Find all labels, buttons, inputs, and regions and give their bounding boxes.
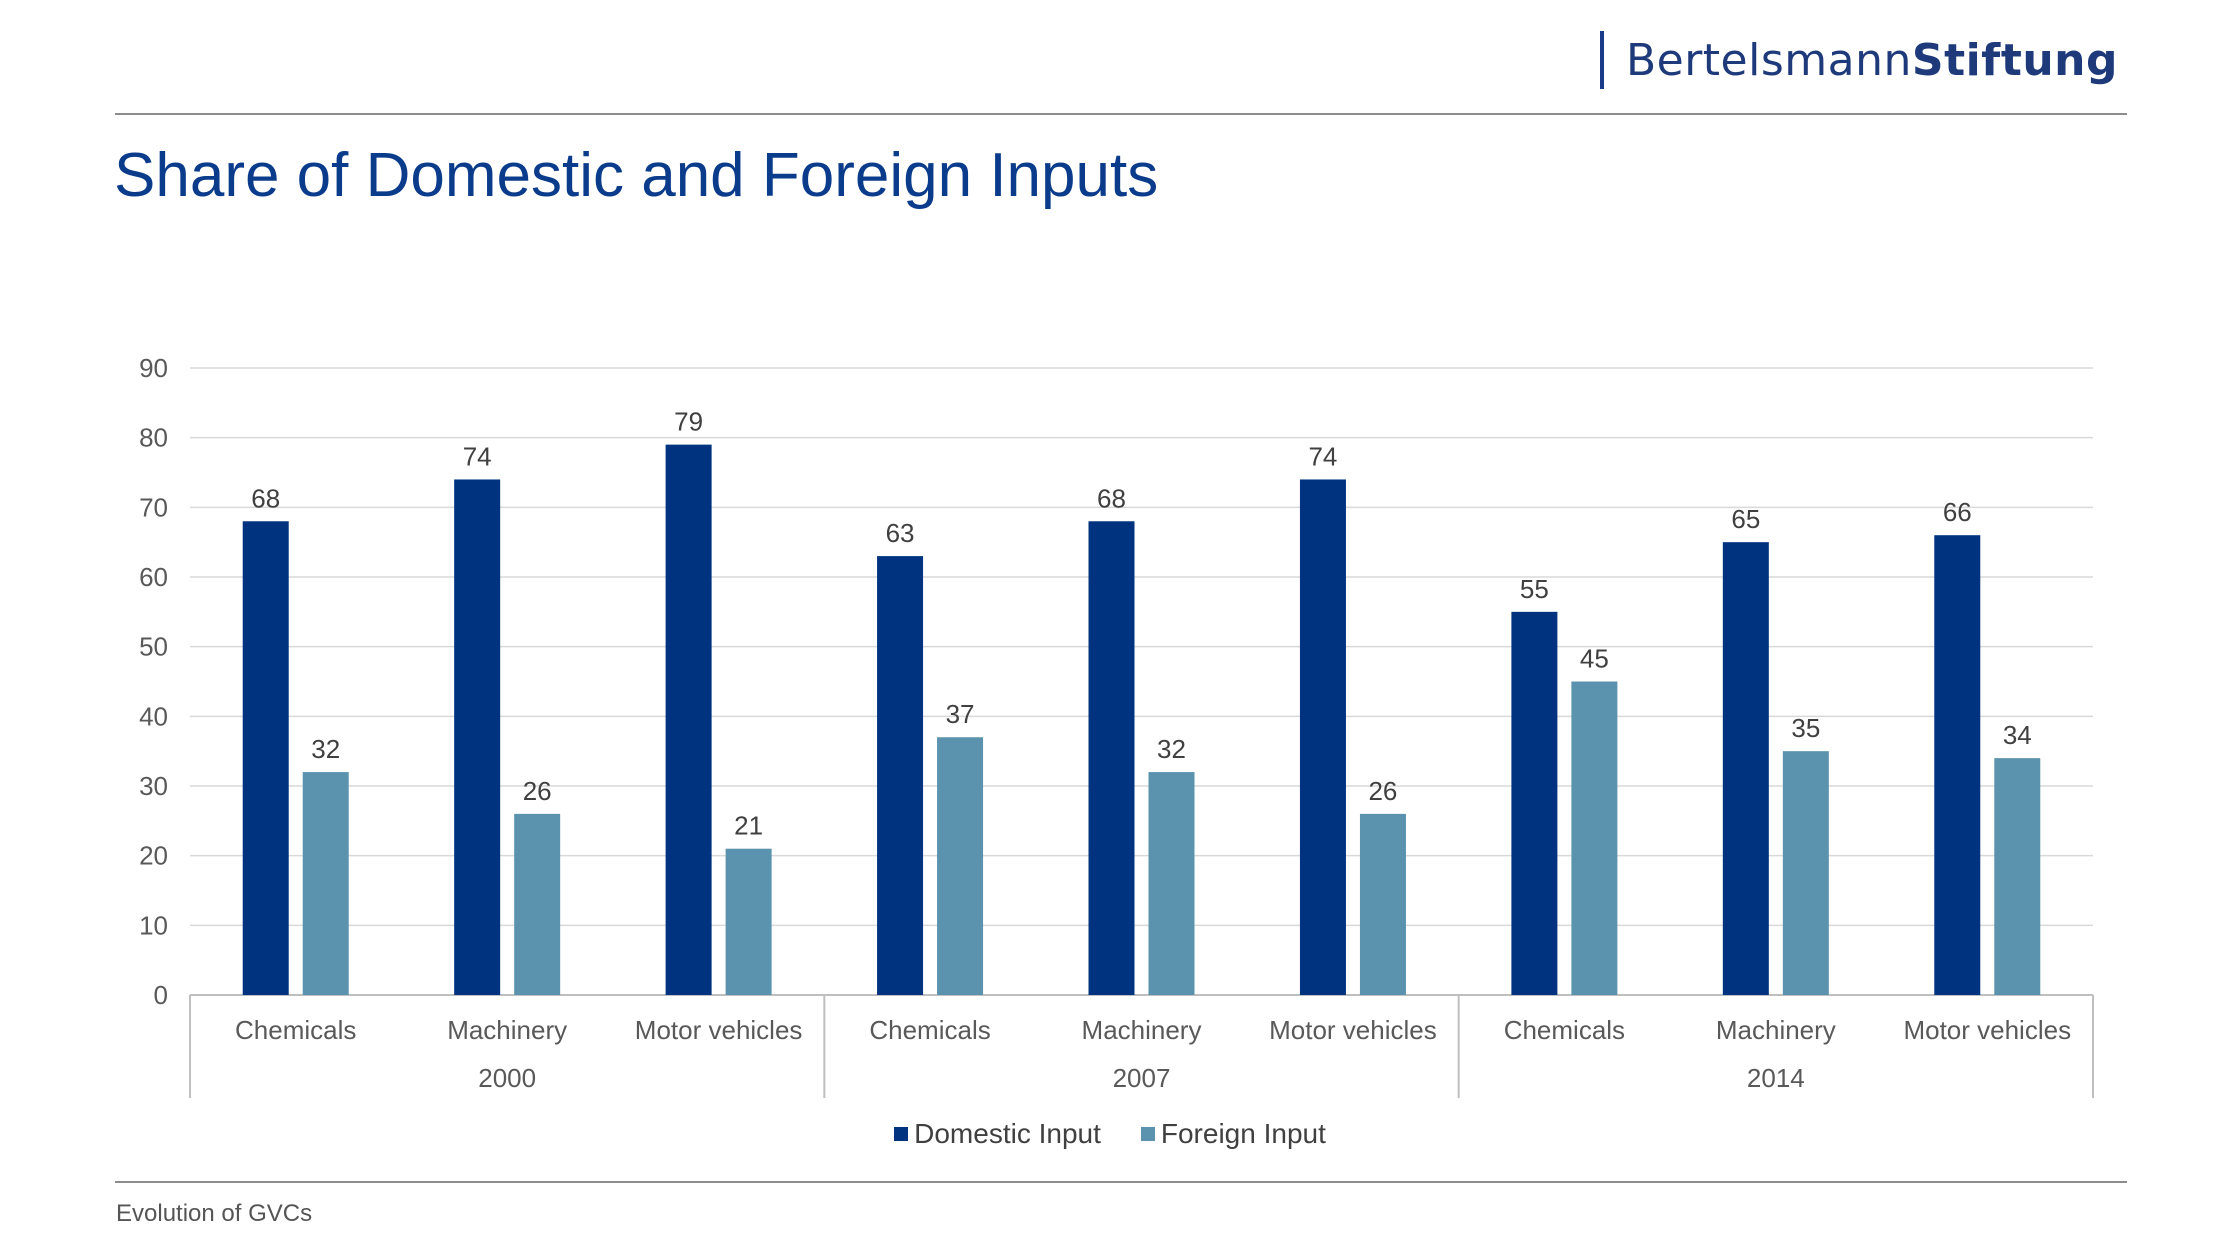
bar-foreign — [1148, 772, 1195, 995]
legend-label-domestic: Domestic Input — [914, 1118, 1101, 1149]
x-category-label: Machinery — [1716, 1015, 1836, 1045]
x-category-label: Motor vehicles — [1903, 1015, 2071, 1045]
x-category-label: Machinery — [1082, 1015, 1202, 1045]
data-label: 79 — [674, 407, 703, 437]
brand-regular: Bertelsmann — [1625, 34, 1912, 86]
footer-text: Evolution of GVCs — [116, 1200, 313, 1227]
data-label: 32 — [311, 734, 340, 764]
brand-text: BertelsmannStiftung — [1626, 35, 2118, 86]
data-label: 45 — [1580, 644, 1609, 674]
data-label: 65 — [1731, 504, 1760, 534]
x-category-label: Motor vehicles — [1269, 1015, 1437, 1045]
bar-foreign — [1571, 681, 1618, 995]
bar-domestic — [1934, 535, 1981, 995]
data-label: 68 — [251, 483, 280, 513]
y-tick-label: 80 — [139, 423, 168, 453]
data-label: 66 — [1943, 497, 1972, 527]
bar-foreign — [937, 737, 984, 995]
bar-domestic — [1722, 542, 1769, 995]
bar-domestic — [1511, 611, 1558, 995]
data-label: 55 — [1520, 574, 1549, 604]
x-category-label: Machinery — [447, 1015, 567, 1045]
x-group-label: 2000 — [478, 1063, 536, 1093]
brand-bar — [1599, 31, 1604, 89]
data-label: 34 — [2003, 720, 2032, 750]
x-category-label: Chemicals — [235, 1015, 356, 1045]
y-tick-label: 30 — [139, 771, 168, 801]
bar-foreign — [725, 848, 772, 995]
top-rule — [115, 113, 2127, 115]
bar-domestic — [1299, 479, 1346, 995]
bar-foreign — [514, 813, 561, 995]
y-tick-label: 60 — [139, 562, 168, 592]
legend-item-domestic: Domestic Input — [894, 1118, 1101, 1150]
chart-legend: Domestic Input Foreign Input — [0, 1118, 2220, 1150]
legend-label-foreign: Foreign Input — [1160, 1118, 1326, 1149]
y-tick-label: 50 — [139, 632, 168, 662]
y-tick-label: 40 — [139, 701, 168, 731]
bar-foreign — [1359, 813, 1406, 995]
data-label: 32 — [1157, 734, 1186, 764]
data-label: 21 — [734, 811, 763, 841]
data-label: 74 — [463, 441, 492, 471]
y-tick-label: 0 — [154, 980, 168, 1010]
legend-item-foreign: Foreign Input — [1140, 1118, 1326, 1150]
bar-foreign — [1782, 751, 1829, 995]
bar-domestic — [1088, 521, 1135, 995]
x-category-label: Chemicals — [869, 1015, 990, 1045]
x-category-label: Motor vehicles — [635, 1015, 803, 1045]
x-group-label: 2007 — [1113, 1063, 1171, 1093]
bar-domestic — [454, 479, 501, 995]
y-tick-label: 10 — [139, 910, 168, 940]
bar-foreign — [302, 772, 349, 995]
brand-logo: BertelsmannStiftung — [1599, 28, 2118, 92]
bar-domestic — [665, 444, 712, 996]
x-group-label: 2014 — [1747, 1063, 1805, 1093]
brand-bold: Stiftung — [1911, 34, 2118, 86]
legend-swatch-foreign — [1140, 1127, 1155, 1141]
bar-domestic — [242, 521, 289, 995]
bar-domestic — [877, 556, 924, 995]
bar-foreign — [1994, 758, 2041, 995]
data-label: 74 — [1308, 441, 1337, 471]
bottom-rule — [115, 1181, 2127, 1183]
data-label: 63 — [886, 518, 915, 548]
data-label: 35 — [1791, 713, 1820, 743]
data-label: 26 — [1368, 776, 1397, 806]
y-tick-label: 70 — [139, 492, 168, 522]
data-label: 37 — [946, 699, 975, 729]
page-title: Share of Domestic and Foreign Inputs — [114, 141, 1159, 210]
data-label: 26 — [523, 776, 552, 806]
legend-swatch-domestic — [894, 1127, 909, 1141]
data-label: 68 — [1097, 483, 1126, 513]
y-tick-label: 20 — [139, 841, 168, 871]
y-tick-label: 90 — [139, 353, 168, 383]
x-category-label: Chemicals — [1504, 1015, 1625, 1045]
